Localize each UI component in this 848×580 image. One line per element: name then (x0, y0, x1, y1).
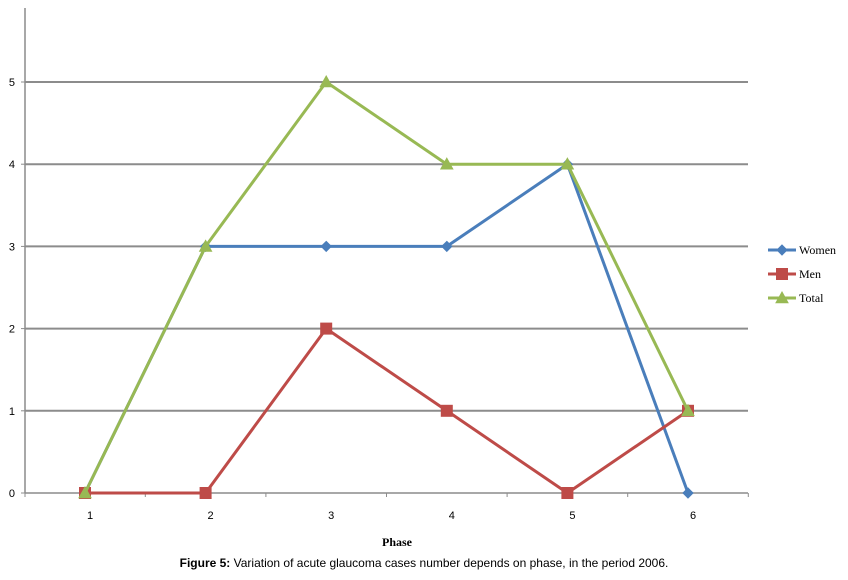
x-tick-label: 5 (569, 510, 575, 522)
figure-caption: Figure 5: Variation of acute glaucoma ca… (0, 556, 848, 570)
data-point-total (439, 157, 454, 170)
y-tick-label: 2 (9, 324, 15, 336)
data-point-total (681, 403, 695, 417)
legend-swatch-marker (776, 268, 788, 280)
data-point-total (319, 74, 334, 88)
y-tick-label: 1 (9, 406, 15, 418)
data-point-men (440, 404, 453, 417)
series-line-total (83, 80, 690, 494)
y-tick-labels: 0 1 2 3 4 5 (9, 77, 15, 500)
data-point-total (198, 239, 213, 252)
data-point-total (78, 485, 92, 499)
legend-swatch-marker (776, 244, 788, 256)
data-point-total (560, 157, 575, 170)
legend-item-men: Men (768, 267, 821, 281)
line-chart: 0 1 2 3 4 5 1 2 3 4 5 6 Women Men Total Phase (9, 8, 836, 549)
series-total (78, 74, 695, 499)
data-point-men (561, 487, 574, 499)
y-tick-label: 0 (9, 488, 15, 500)
legend-item-women: Women (768, 243, 836, 257)
data-point-women (320, 240, 332, 253)
caption-label: Figure 5: (179, 556, 231, 570)
data-point-women (682, 487, 694, 499)
legend-item-total: Total (768, 290, 824, 305)
data-point-men (199, 487, 212, 499)
x-tick-labels: 1 2 3 4 5 6 (87, 510, 696, 522)
legend-label: Women (799, 243, 836, 257)
x-axis-title: Phase (382, 535, 413, 549)
series-line-men (85, 327, 689, 495)
x-tick-label: 4 (449, 510, 455, 522)
series-lines (78, 74, 695, 499)
legend: Women Men Total (768, 243, 836, 305)
y-tick-label: 5 (9, 77, 15, 89)
caption-text: Variation of acute glaucoma cases number… (230, 556, 669, 570)
x-tick-label: 2 (208, 510, 214, 522)
legend-label: Men (799, 267, 821, 281)
y-tick-label: 4 (9, 159, 15, 171)
legend-label: Total (799, 291, 824, 305)
x-tick-label: 1 (87, 510, 93, 522)
y-tick-label: 3 (9, 241, 15, 253)
data-point-men (320, 322, 333, 335)
x-tick-label: 3 (328, 510, 334, 522)
data-point-women (441, 240, 453, 253)
legend-swatch-marker (775, 290, 789, 304)
x-tick-label: 6 (690, 510, 696, 522)
